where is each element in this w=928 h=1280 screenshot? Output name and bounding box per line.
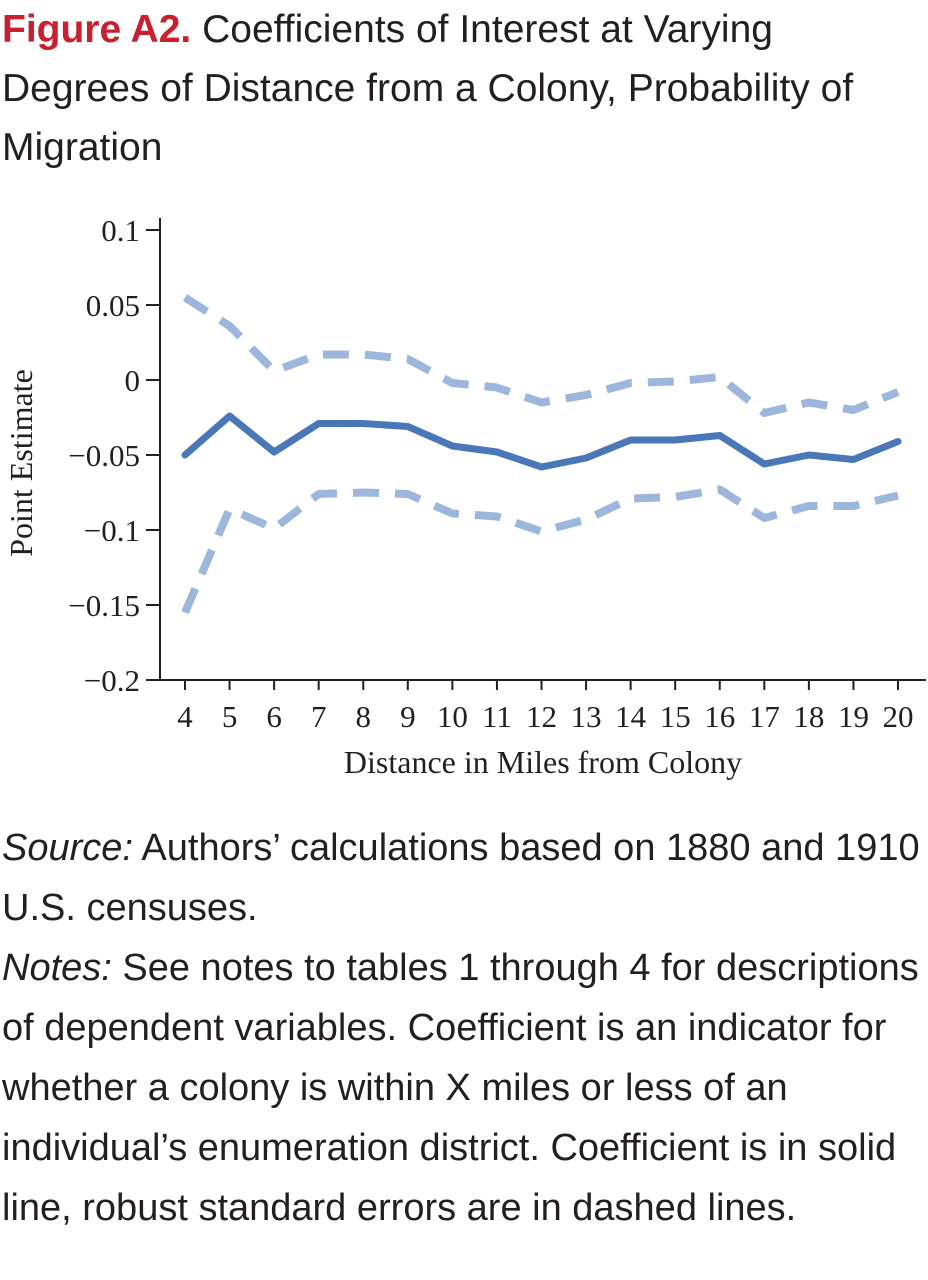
source-note: Source: Authors’ calculations based on 1… (2, 818, 926, 938)
x-tick-label: 20 (883, 699, 914, 734)
x-tick-label: 13 (571, 699, 602, 734)
chart-labels: 0.1 0.05 0 −0.05 −0.1 −0.15 −0.2 4 5 6 7 8 9 10 11 12 13… (3, 213, 914, 780)
y-tick-label: −0.1 (84, 513, 140, 548)
figure-title: Figure A2. Coefficients of Interest at V… (2, 0, 926, 177)
figure-notes: Source: Authors’ calculations based on 1… (2, 818, 926, 1238)
y-tick-label: 0.1 (101, 213, 140, 248)
chart-svg: 0.1 0.05 0 −0.05 −0.1 −0.15 −0.2 4 5 6 7 8 9 10 11 12 13… (3, 213, 926, 780)
x-tick-label: 5 (222, 699, 238, 734)
x-tick-label: 8 (356, 699, 372, 734)
x-tick-label: 17 (749, 699, 780, 734)
y-tick-label: −0.15 (68, 588, 140, 623)
chart-axes (146, 218, 926, 690)
notes-text: See notes to tables 1 through 4 for desc… (2, 947, 919, 1229)
standard-error-line (182, 294, 900, 417)
x-tick-label: 6 (266, 699, 282, 734)
notes-note: Notes: See notes to tables 1 through 4 f… (2, 938, 926, 1238)
x-tick-label: 9 (400, 699, 416, 734)
y-tick-label: −0.2 (84, 663, 140, 698)
source-text: Authors’ calculations based on 1880 and … (2, 827, 920, 929)
chart-series (181, 294, 902, 615)
y-tick-label: −0.05 (68, 438, 140, 473)
x-tick-label: 14 (615, 699, 647, 734)
figure-title-text: Coefficients of Interest at Varying Degr… (2, 8, 854, 169)
x-tick-label: 7 (311, 699, 327, 734)
figure-label: Figure A2. (2, 8, 192, 51)
x-tick-label: 18 (793, 699, 824, 734)
source-label: Source: (2, 827, 133, 869)
y-tick-label: 0 (125, 363, 141, 398)
x-tick-label: 19 (838, 699, 869, 734)
coefficient-line (181, 412, 902, 471)
x-axis-title: Distance in Miles from Colony (344, 744, 742, 780)
notes-label: Notes: (2, 947, 112, 989)
x-tick-label: 15 (660, 699, 691, 734)
x-tick-label: 12 (526, 699, 557, 734)
x-tick-label: 4 (177, 699, 193, 734)
y-tick-label: 0.05 (86, 288, 140, 323)
line-chart: 0.1 0.05 0 −0.05 −0.1 −0.15 −0.2 4 5 6 7 8 9 10 11 12 13… (0, 195, 928, 795)
standard-error-line (181, 485, 899, 615)
y-axis-title: Point Estimate (3, 369, 39, 557)
x-tick-label: 16 (704, 699, 735, 734)
x-tick-label: 10 (437, 699, 468, 734)
x-tick-label: 11 (482, 699, 512, 734)
